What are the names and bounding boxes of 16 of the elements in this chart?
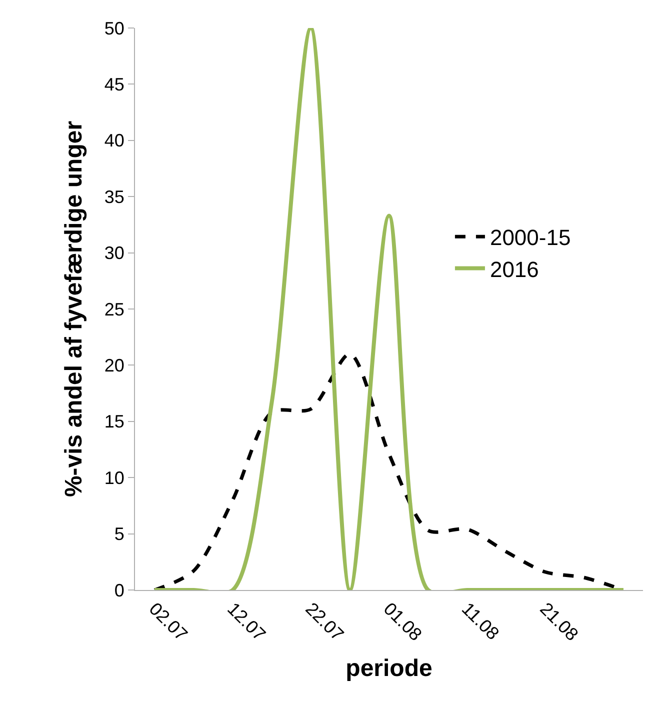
y-tick-label: 30	[104, 243, 124, 264]
y-tick-label: 40	[104, 130, 124, 151]
y-tick-label: 50	[104, 18, 124, 38]
y-axis-title: %-vis andel af fyvefærdige unger	[60, 120, 88, 498]
x-axis-title: periode	[346, 654, 432, 682]
legend-label: 2000-15	[490, 225, 571, 250]
legend-label: 2016	[490, 256, 539, 282]
y-tick-label: 15	[104, 412, 124, 432]
line-series	[152, 28, 626, 590]
y-tick-label: 35	[104, 186, 124, 207]
y-tick-label: 20	[104, 356, 124, 376]
y-tick-label: 45	[104, 74, 124, 94]
y-tick-label: 0	[114, 580, 124, 600]
y-tick-label: 10	[104, 468, 124, 488]
y-tick-label: 5	[114, 524, 124, 544]
y-tick-label: 25	[104, 299, 124, 320]
